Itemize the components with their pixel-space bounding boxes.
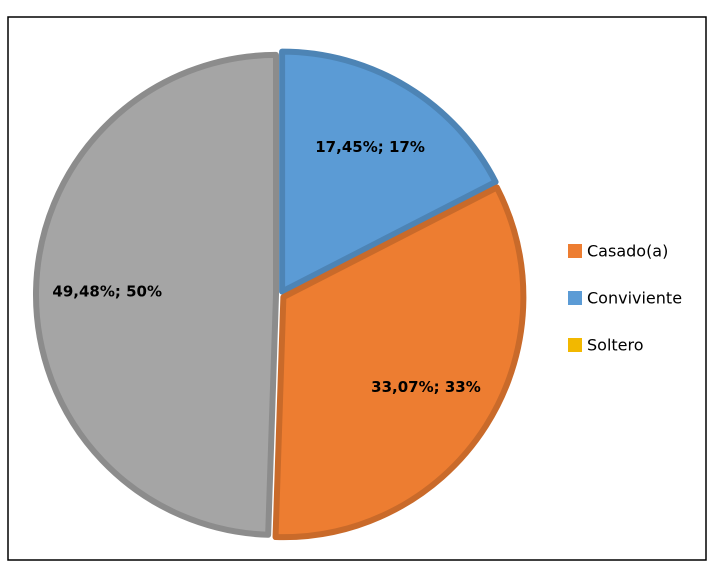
- legend-swatch: [568, 291, 582, 305]
- data-label: 33,07%; 33%: [371, 378, 481, 396]
- legend-swatch: [568, 338, 582, 352]
- pie-slice: [279, 48, 499, 295]
- legend-label: Soltero: [587, 336, 644, 355]
- data-label: 17,45%; 17%: [315, 138, 425, 156]
- legend-label: Conviviente: [587, 289, 682, 308]
- legend-swatch: [568, 244, 582, 258]
- pie-slice: [272, 184, 527, 541]
- pie-slice: [33, 51, 280, 538]
- data-label: 49,48%; 50%: [52, 283, 162, 301]
- legend-label: Casado(a): [587, 242, 668, 261]
